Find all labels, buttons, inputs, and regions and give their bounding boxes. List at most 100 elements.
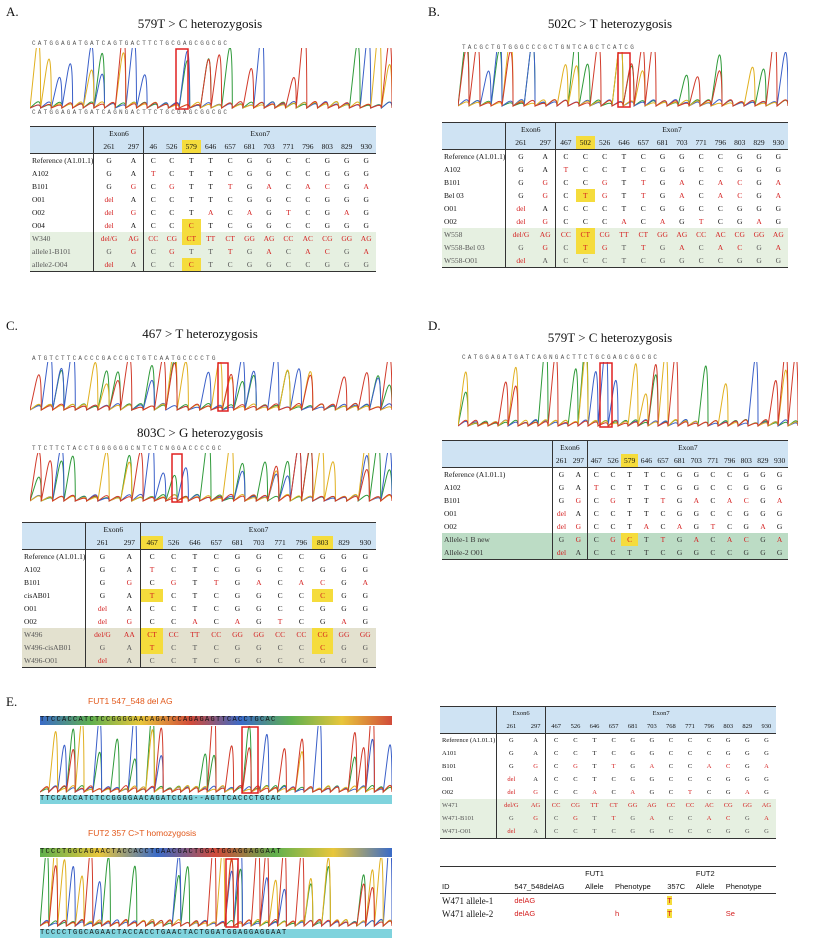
genotype-cell: AG <box>672 228 692 241</box>
genotype-cell: A <box>118 654 141 668</box>
genotype-cell: T <box>585 812 605 825</box>
genotype-cell: C <box>555 241 576 254</box>
genotype-cell: A <box>771 533 788 546</box>
position-header: 526 <box>565 720 585 734</box>
genotype-cell: G <box>344 182 350 191</box>
corner-cell <box>442 136 506 150</box>
corner-cell <box>30 126 94 140</box>
highlight-box-d <box>599 362 613 428</box>
corner-cell <box>30 140 94 154</box>
genotype-cell: G <box>93 245 124 258</box>
genotype-cell: GG <box>248 628 270 641</box>
fut-cell: T <box>665 907 694 920</box>
genotype-cell: G <box>754 533 772 546</box>
trace-t <box>40 858 392 928</box>
genotype-cell: C <box>661 825 681 839</box>
genotype-cell: G <box>659 165 666 174</box>
position-header: 579 <box>181 140 201 154</box>
genotype-cell: G <box>505 149 536 163</box>
genotype-cell: T <box>208 221 213 230</box>
genotype-cell: G <box>687 546 705 560</box>
table-row: Allele-1 B new G G C G C T T G A C A C G A <box>442 533 788 546</box>
chromatogram-d <box>458 362 798 428</box>
genotype-cell: T <box>604 812 624 825</box>
genotype-cell: T <box>143 167 163 180</box>
genotype-cell: A <box>542 152 548 161</box>
table-row: O02 del G C C A C A G C T C G A G <box>440 786 776 799</box>
table-row: Bel 03 G G C T G T T G A C A C G A <box>442 189 788 202</box>
genotype-cell: G <box>743 470 749 479</box>
genotype-cell: G <box>266 221 272 230</box>
genotype-cell: C <box>586 533 605 546</box>
highlight-mark: T <box>667 909 672 918</box>
position-header: 930 <box>356 140 376 154</box>
genotype-cell: TT <box>184 628 206 641</box>
trace-t <box>30 362 392 412</box>
genotype-cell: del <box>495 825 526 839</box>
genotype-cell: G <box>256 591 262 600</box>
genotype-cell: C <box>277 565 283 574</box>
genotype-cell: C <box>140 576 163 589</box>
panel-c-title-1: 467 > T heterozygosis <box>142 326 258 341</box>
genotype-cell: C <box>227 208 233 217</box>
genotype-cell: C <box>312 641 334 654</box>
row-id: Allele-1 B new <box>442 533 553 546</box>
genotype-cell: G <box>533 763 538 770</box>
highlight-box-c2 <box>171 453 183 503</box>
position-header: 930 <box>768 136 788 150</box>
highlight-box-b <box>617 52 631 108</box>
genotype-cell: G <box>575 522 582 531</box>
genotype-cell: G <box>162 245 182 258</box>
position-header: 829 <box>333 536 355 550</box>
genotype-cell: A <box>126 552 133 561</box>
genotype-cell: G <box>649 737 655 744</box>
genotype-cell: G <box>256 565 262 574</box>
position-header: 930 <box>771 454 788 468</box>
position-header: 646 <box>637 454 655 468</box>
genotype-cell: G <box>341 552 347 561</box>
row-id: allele1-B101 <box>30 245 94 258</box>
genotype-cell: G <box>495 747 526 760</box>
genotype-cell: G <box>324 156 330 165</box>
genotype-cell: G <box>630 737 636 744</box>
genotype-cell: C <box>181 219 201 232</box>
genotype-cell: C <box>545 773 566 786</box>
genotype-cell: C <box>213 591 219 600</box>
genotype-cell: T <box>637 546 655 560</box>
table-row: W558-O01 del A C C C T C G G C C G G G <box>442 254 788 268</box>
position-header: 803 <box>730 136 750 150</box>
row-id: Reference (A1.01.1) <box>444 470 506 479</box>
position-header: 803 <box>312 536 334 550</box>
position-header: 796 <box>710 136 731 150</box>
genotype-cell: C <box>227 156 233 165</box>
genotype-cell: A <box>717 178 724 187</box>
genotype-cell: G <box>693 522 699 531</box>
column-header: Allele <box>583 880 613 894</box>
genotype-cell: C <box>706 737 712 744</box>
genotype-cell: CC <box>680 799 700 812</box>
genotype-cell: A <box>699 812 719 825</box>
genotype-cell: A <box>525 825 546 839</box>
genotype-cell: del/G <box>85 628 119 641</box>
genotype-cell: G <box>659 204 666 213</box>
table-row: Reference (A1.01.1) G A C C C T C G G C C G G G <box>442 149 788 163</box>
genotype-cell: T <box>644 470 649 479</box>
genotype-cell: C <box>717 204 723 213</box>
corner-cell <box>22 536 86 550</box>
genotype-cell: G <box>679 152 685 161</box>
table-row: Reference (A1.01.1) G A C C T T C G G C C G G G <box>442 467 788 481</box>
genotype-cell: C <box>305 169 311 178</box>
genotype-cell: T <box>208 156 213 165</box>
position-header: 681 <box>226 536 249 550</box>
genotype-cell: G <box>495 760 526 773</box>
genotype-cell: CC <box>162 628 185 641</box>
position-header: 829 <box>737 720 757 734</box>
genotype-cell: C <box>205 641 227 654</box>
genotype-cell: A <box>305 182 311 191</box>
genotype-cell: C <box>680 825 700 839</box>
genotype-cell: G <box>246 195 253 204</box>
genotype-cell: A <box>592 789 597 796</box>
genotype-cell: C <box>213 617 219 626</box>
fut1-title: FUT1 547_548 del AG <box>88 696 173 706</box>
position-header: 646 <box>200 140 221 154</box>
